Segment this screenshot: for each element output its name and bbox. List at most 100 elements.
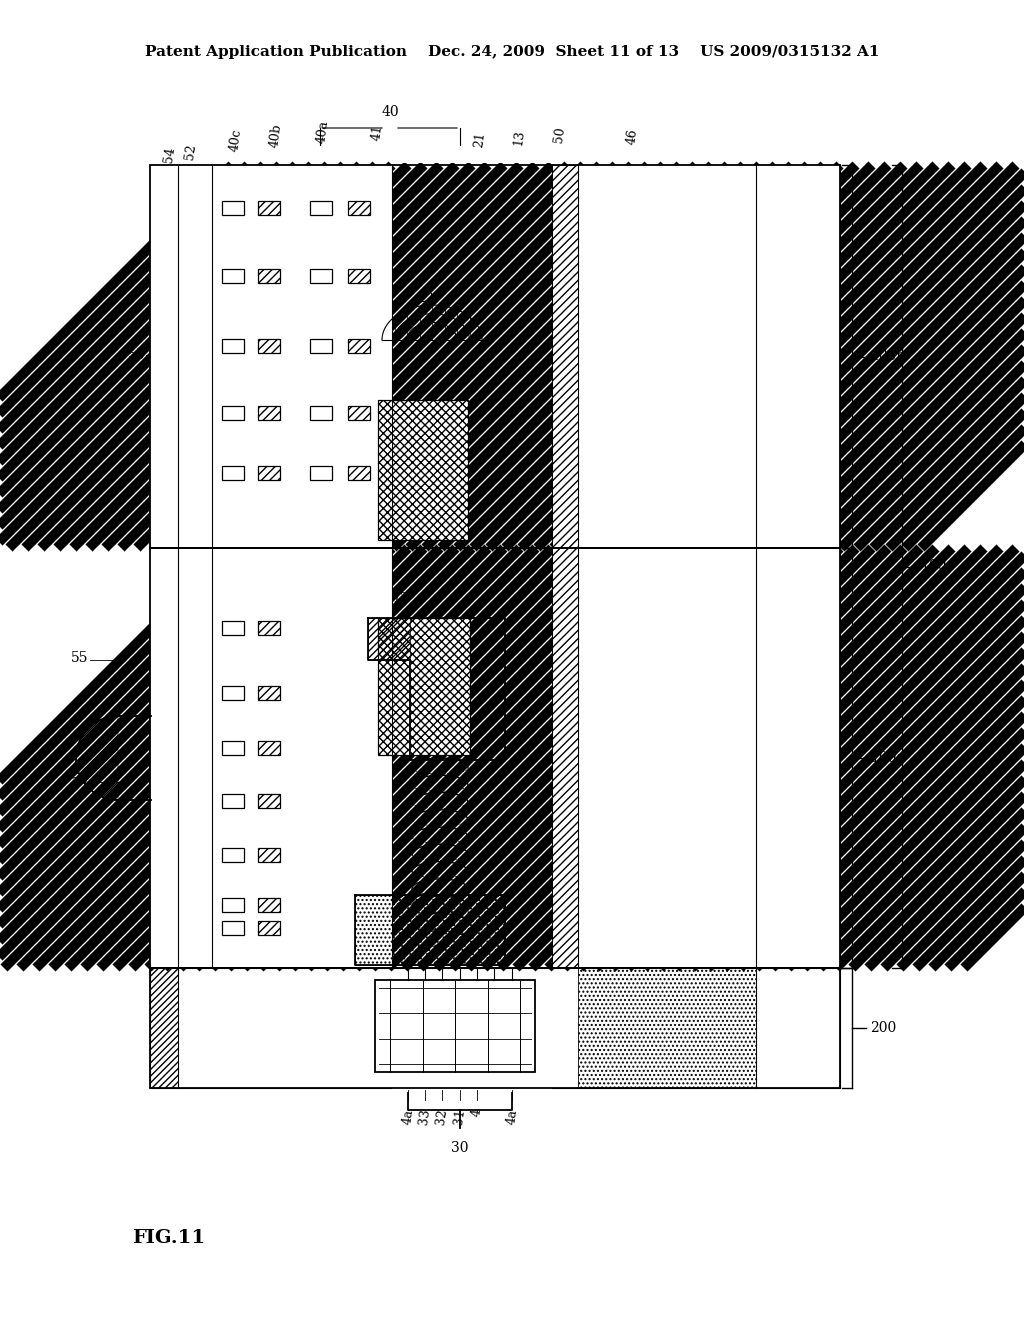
Bar [578,968,756,1088]
Text: 17a: 17a [258,755,282,768]
Bar [258,741,280,755]
Text: 40c: 40c [228,128,244,152]
Bar [348,466,370,480]
Bar [222,339,244,352]
Text: 10: 10 [332,851,348,865]
Text: 27c: 27c [332,355,354,368]
Bar [222,201,244,215]
Bar [392,548,552,968]
Bar [310,466,332,480]
Text: 27d: 27d [368,246,392,259]
Bar [258,686,280,700]
Text: 52: 52 [183,143,198,160]
Text: 12: 12 [308,875,324,888]
Bar [150,165,178,548]
Bar [222,269,244,282]
Bar [258,795,280,808]
Text: 15a: 15a [322,715,345,729]
Bar [392,158,552,162]
Text: 4a: 4a [505,1107,519,1125]
Bar [310,269,332,282]
Bar [348,201,370,215]
Text: 22: 22 [418,292,434,305]
Text: 46: 46 [625,127,640,145]
Bar [150,548,178,968]
Bar [150,968,840,1088]
Bar [348,407,370,420]
Bar [378,618,470,755]
Bar [150,165,840,548]
Text: 4a: 4a [400,1107,416,1125]
Text: FIG.11: FIG.11 [132,1229,205,1247]
Bar [222,921,244,935]
Text: 40: 40 [381,106,398,119]
Bar [355,895,505,965]
Bar [222,847,244,862]
Bar [150,968,178,1088]
Bar [150,548,392,968]
Text: 21: 21 [472,131,487,148]
Bar [150,165,840,548]
Text: 100: 100 [920,560,946,573]
Text: 100a: 100a [870,751,905,766]
Text: 40a: 40a [315,119,331,144]
Bar [222,620,244,635]
Text: 33: 33 [418,1107,432,1126]
Bar [258,407,280,420]
Text: 41: 41 [370,123,385,141]
Text: Patent Application Publication    Dec. 24, 2009  Sheet 11 of 13    US 2009/03151: Patent Application Publication Dec. 24, … [144,45,880,59]
Bar [178,548,212,968]
Bar [222,898,244,912]
Bar [222,466,244,480]
Bar [392,1086,552,1090]
Bar [258,921,280,935]
Text: 23c: 23c [232,399,255,412]
Text: 100b: 100b [870,350,905,363]
Text: 31: 31 [453,1107,468,1126]
Text: 30: 30 [452,1140,469,1155]
Bar [348,339,370,352]
Bar [150,968,840,1088]
Bar [222,741,244,755]
Bar [222,795,244,808]
Text: 200: 200 [870,1020,896,1035]
Bar [310,201,332,215]
Bar [310,339,332,352]
Text: 14: 14 [222,912,238,924]
Text: 40b: 40b [268,123,285,148]
Bar [392,1086,552,1090]
Bar [375,979,535,1072]
Bar [258,269,280,282]
Text: 4: 4 [470,1107,484,1118]
Text: 24d: 24d [285,279,309,292]
Text: 53: 53 [128,348,145,362]
Bar [222,686,244,700]
Bar [258,847,280,862]
Bar [258,466,280,480]
Text: 13: 13 [512,128,527,147]
Text: 16: 16 [355,824,371,837]
Bar [552,548,578,968]
Bar [258,339,280,352]
Bar [392,158,552,162]
Bar [178,165,212,548]
Bar [150,165,392,548]
Text: 17b: 17b [268,678,292,692]
Bar [368,618,410,660]
Text: 55: 55 [71,651,88,665]
Bar [552,548,840,968]
Bar [378,400,468,540]
Bar [552,165,840,548]
Text: 32: 32 [434,1107,450,1126]
Bar [258,201,280,215]
Bar [552,165,578,548]
Bar [348,269,370,282]
Bar [578,165,756,548]
Bar [310,407,332,420]
Bar [222,407,244,420]
Bar [578,548,756,968]
Text: 56: 56 [71,774,88,787]
Bar [150,548,840,968]
Bar [150,548,840,968]
Text: 24d: 24d [330,214,354,227]
